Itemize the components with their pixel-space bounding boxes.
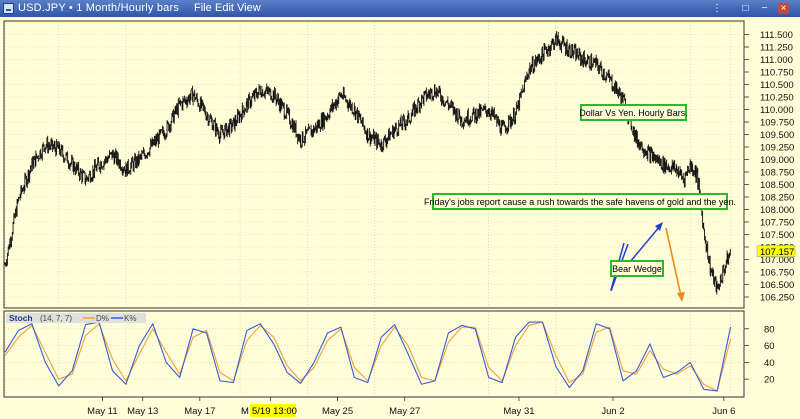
legend-k-label: K%	[124, 314, 136, 323]
annotation-bear-wedge: Bear Wedge	[610, 260, 664, 277]
blue-arrow-icon	[629, 222, 663, 263]
stoch-tick-label: 40	[764, 358, 775, 369]
price-tick-label: 109.750	[760, 118, 794, 129]
orange-arrow-icon	[665, 227, 685, 302]
window-title: USD.JPY • 1 Month/Hourly bars	[18, 2, 180, 14]
price-tick-label: 108.250	[760, 193, 794, 204]
price-tick-label: 108.000	[760, 205, 794, 216]
stoch-line-k	[4, 321, 732, 392]
menu-edit[interactable]: Edit	[215, 2, 234, 14]
chart-app-icon	[3, 3, 14, 14]
options-icon[interactable]: ⋮	[712, 3, 722, 14]
price-tick-label: 107.750	[760, 218, 794, 229]
menu-file[interactable]: File	[194, 2, 212, 14]
stoch-lines	[4, 321, 732, 392]
price-tick-label: 110.750	[760, 68, 794, 79]
price-tick-label: 110.000	[760, 105, 794, 116]
price-tick-label: 106.500	[760, 280, 794, 291]
stoch-tick-label: 80	[764, 324, 775, 335]
svg-text:107.157: 107.157	[760, 247, 794, 258]
price-tick-label: 109.250	[760, 143, 794, 154]
date-tick-label: Jun 2	[601, 406, 624, 417]
price-tick-label: 110.500	[760, 80, 794, 91]
cursor-date-label: 5/19 13:00	[252, 406, 297, 417]
date-tick-label: May 31	[503, 406, 534, 417]
date-tick-label: Jun 6	[712, 406, 735, 417]
svg-text:Dollar Vs Yen. Hourly Bars.: Dollar Vs Yen. Hourly Bars.	[579, 108, 688, 118]
price-tick-label: 109.500	[760, 130, 794, 141]
minimize-icon[interactable]: −	[761, 3, 768, 14]
cursor-date-prefix: M	[241, 406, 249, 417]
annotation-jobs-report: Friday's jobs report cause a rush toward…	[424, 193, 736, 210]
date-tick-label: May 25	[322, 406, 353, 417]
price-tick-label: 110.250	[760, 93, 794, 104]
stoch-label: Stoch	[9, 313, 33, 323]
price-bars	[4, 31, 731, 295]
price-tick-label: 111.500	[760, 30, 793, 41]
price-tick-label: 111.000	[760, 55, 793, 66]
svg-text:Bear Wedge: Bear Wedge	[612, 264, 662, 274]
legend-d-label: D%	[96, 314, 109, 323]
svg-text:Friday's jobs report cause a r: Friday's jobs report cause a rush toward…	[424, 197, 736, 207]
date-tick-label: May 13	[127, 406, 158, 417]
current-price-tag: 107.157	[756, 245, 796, 258]
stoch-axis: 80 60 40 20	[744, 324, 775, 386]
price-tick-label: 111.250	[760, 43, 793, 54]
close-icon[interactable]: ×	[778, 3, 789, 14]
price-tick-label: 108.500	[760, 180, 794, 191]
cursor-date-tag: M 5/19 13:00	[241, 404, 297, 417]
price-tick-label: 107.500	[760, 230, 794, 241]
stoch-tick-label: 60	[764, 341, 775, 352]
stoch-panel	[3, 310, 745, 398]
price-tick-label: 106.750	[760, 268, 794, 279]
stoch-params: (14, 7, 7)	[40, 314, 72, 323]
price-tick-label: 107.000	[760, 255, 794, 266]
stoch-tick-label: 20	[764, 375, 775, 386]
date-tick-label: May 11	[87, 406, 117, 417]
price-tick-label: 106.250	[760, 293, 794, 304]
restore-icon[interactable]: □	[742, 3, 749, 14]
stoch-legend: Stoch (14, 7, 7) D% K%	[6, 313, 146, 323]
price-tick-label: 109.000	[760, 155, 794, 166]
window-titlebar[interactable]: USD.JPY • 1 Month/Hourly bars File Edit …	[0, 0, 800, 17]
menu-view[interactable]: View	[237, 2, 261, 14]
annotation-dollar-vs-yen: Dollar Vs Yen. Hourly Bars.	[579, 104, 688, 121]
date-tick-label: May 27	[389, 406, 420, 417]
price-tick-label: 108.750	[760, 168, 794, 179]
date-tick-label: May 17	[184, 406, 215, 417]
